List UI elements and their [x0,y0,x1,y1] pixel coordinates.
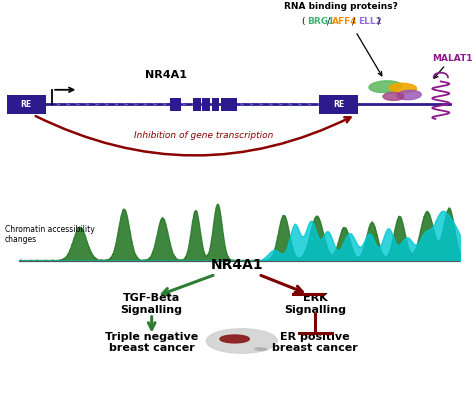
Text: NR4A1: NR4A1 [145,70,187,80]
Text: ): ) [376,17,379,26]
FancyBboxPatch shape [193,98,201,111]
FancyBboxPatch shape [170,98,181,111]
Ellipse shape [397,90,421,100]
Text: ERK
Signalling: ERK Signalling [284,294,346,315]
FancyBboxPatch shape [319,95,358,114]
Text: Inhibition of gene transcription: Inhibition of gene transcription [134,131,273,140]
Text: AFF4: AFF4 [332,17,358,26]
Ellipse shape [255,348,266,350]
FancyBboxPatch shape [202,98,210,111]
Text: /: / [327,17,329,26]
Text: /: / [352,17,355,26]
Text: (: ( [301,17,304,26]
Text: Chromatin accessibility
changes: Chromatin accessibility changes [5,225,94,244]
Text: RE: RE [20,100,32,109]
Ellipse shape [206,329,277,353]
Text: Triple negative
breast cancer: Triple negative breast cancer [105,331,198,353]
Text: ELL2: ELL2 [358,17,382,26]
Text: MALAT1: MALAT1 [432,54,473,63]
FancyBboxPatch shape [7,95,46,114]
Ellipse shape [389,83,417,93]
Ellipse shape [369,81,402,93]
Text: ER positive
breast cancer: ER positive breast cancer [273,331,358,353]
Text: BRG1: BRG1 [307,17,334,26]
Ellipse shape [220,335,249,343]
Text: RNA binding proteins?: RNA binding proteins? [284,2,398,11]
FancyBboxPatch shape [212,98,219,111]
FancyBboxPatch shape [229,98,237,111]
Text: TGF-Beta
Signalling: TGF-Beta Signalling [121,294,182,315]
Ellipse shape [383,93,404,100]
Text: NR4A1: NR4A1 [210,258,264,272]
FancyBboxPatch shape [221,98,229,111]
Text: RE: RE [333,100,345,109]
